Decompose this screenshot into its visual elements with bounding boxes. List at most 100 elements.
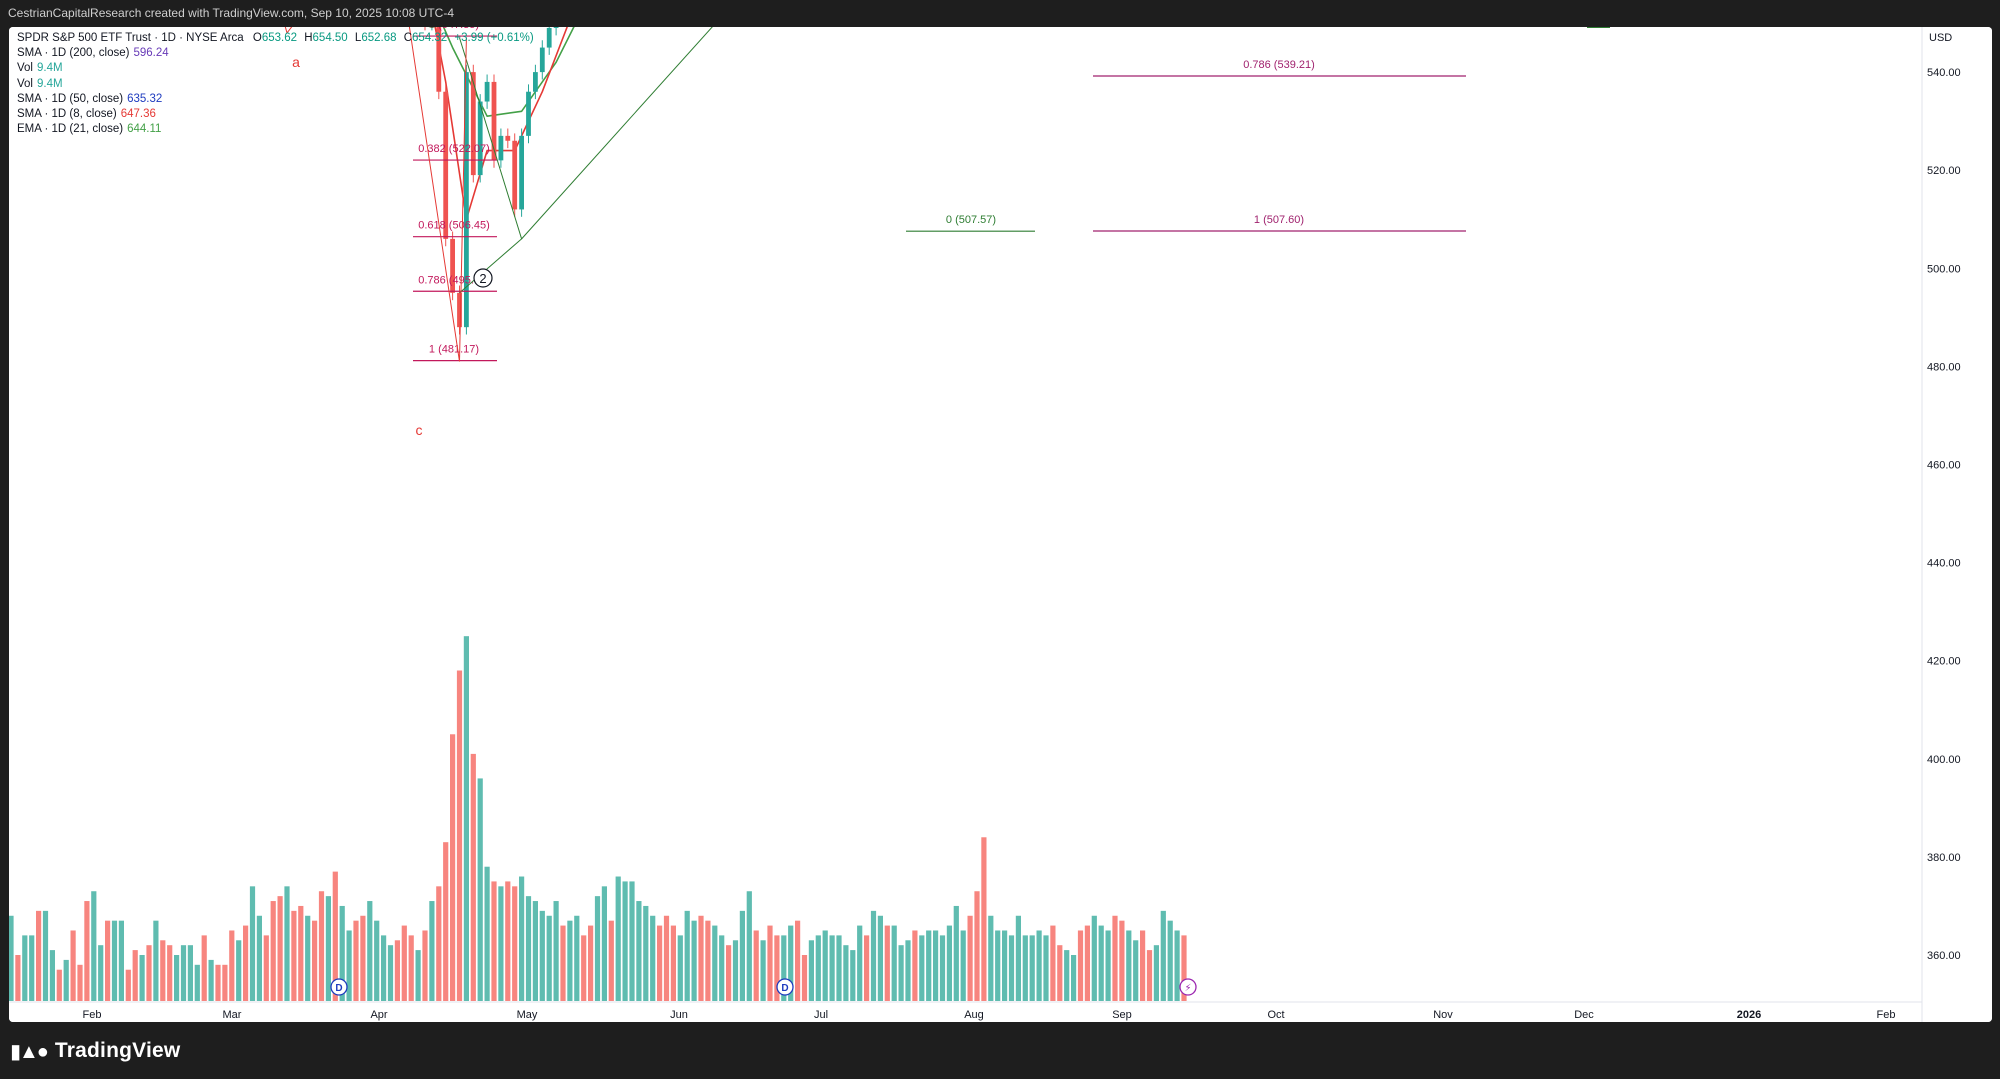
- indicator-label: SMA · 1D (50, close): [17, 92, 124, 105]
- volume-bar: [360, 915, 366, 1001]
- volume-bar: [588, 925, 594, 1001]
- volume-bar: [567, 920, 573, 1001]
- fib-level-label: 1 (507.60): [1254, 214, 1304, 226]
- volume-bar: [1091, 915, 1097, 1001]
- event-marker-label: D: [781, 983, 788, 994]
- close-label: C: [403, 32, 413, 44]
- low-value: 652.68: [361, 32, 397, 44]
- candle-body: [533, 72, 538, 92]
- volume-bar: [995, 930, 1001, 1001]
- volume-bar: [1153, 945, 1159, 1001]
- x-tick-label: Jul: [814, 1009, 828, 1021]
- volume-bar: [1112, 915, 1118, 1001]
- volume-bar: [553, 901, 559, 1001]
- volume-bar: [574, 915, 580, 1001]
- volume-bar: [56, 969, 62, 1001]
- candle-body: [470, 72, 476, 176]
- candle-body: [553, 27, 559, 28]
- volume-bar: [187, 945, 193, 1001]
- fib-level-label: 0.382 (522.07): [418, 143, 490, 155]
- volume-bar: [270, 901, 276, 1001]
- indicator-sma200[interactable]: SMA · 1D (200, close) 596.24: [17, 46, 534, 61]
- indicator-vol-1[interactable]: Vol 9.4M: [17, 61, 534, 76]
- volume-bar: [981, 837, 987, 1001]
- x-tick-label: Jun: [670, 1009, 688, 1021]
- symbol-title[interactable]: SPDR S&P 500 ETF Trust · 1D · NYSE Arca: [17, 32, 244, 44]
- volume-bar: [650, 915, 656, 1001]
- volume-bar: [512, 886, 518, 1001]
- volume-bar: [519, 876, 525, 1001]
- x-tick-label: May: [517, 1009, 538, 1021]
- volume-bar: [1105, 930, 1111, 1001]
- x-tick-label: Oct: [1267, 1009, 1284, 1021]
- volume-bar: [470, 753, 476, 1001]
- volume-bar: [760, 940, 766, 1001]
- volume-bar: [498, 886, 504, 1001]
- volume-bar: [594, 896, 601, 1001]
- volume-bar: [105, 920, 111, 1001]
- chart-area[interactable]: USD 360.00 380.00 400.00 420.00 440.00 460.00 4…: [9, 27, 1992, 1022]
- change-value: +3.99 (+0.61%): [454, 32, 534, 44]
- indicator-sma50[interactable]: SMA · 1D (50, close) 635.32: [17, 92, 534, 107]
- volume-bar: [1160, 910, 1166, 1001]
- x-tick-label: Mar: [223, 1009, 242, 1021]
- volume-bar: [70, 930, 76, 1001]
- volume-bar: [539, 910, 545, 1001]
- event-marker-earnings: [1179, 978, 1197, 996]
- indicator-value: 9.4M: [37, 62, 63, 75]
- volume-bar: [891, 925, 897, 1001]
- volume-bar: [926, 930, 932, 1001]
- volume-bar: [1002, 930, 1008, 1001]
- volume-bar: [726, 945, 732, 1001]
- candle-body: [491, 81, 497, 161]
- volume-bar: [305, 915, 311, 1001]
- volume-bar: [484, 866, 490, 1001]
- volume-bar: [719, 935, 725, 1001]
- volume-bar: [1036, 930, 1042, 1001]
- volume-bar: [1050, 925, 1056, 1001]
- candle-body: [526, 91, 531, 136]
- volume-bar: [808, 940, 814, 1001]
- volume-bar: [705, 920, 711, 1001]
- volume-bar: [208, 959, 214, 1001]
- x-tick-label: 2026: [1737, 1009, 1761, 1021]
- volume-bar: [1043, 935, 1049, 1001]
- volume-bar: [284, 886, 290, 1001]
- indicator-vol-2[interactable]: Vol 9.4M: [17, 77, 534, 92]
- volume-bar: [657, 925, 663, 1001]
- volume-bar: [677, 935, 683, 1001]
- volume-bar: [795, 920, 801, 1001]
- volume-bar: [215, 964, 221, 1001]
- volume-bar: [698, 915, 704, 1001]
- y-tick-label: 540.00: [1927, 67, 1961, 79]
- volume-bar: [857, 925, 863, 1001]
- volume-bar: [408, 935, 414, 1001]
- price-chart[interactable]: USD 360.00 380.00 400.00 420.00 440.00 460.00 4…: [9, 27, 1992, 1022]
- volume-bar: [456, 670, 463, 1001]
- volume-bar: [332, 871, 338, 1001]
- tradingview-brand[interactable]: ▮▲● TradingView: [10, 1036, 180, 1066]
- y-tick-label: 380.00: [1927, 852, 1961, 864]
- volume-bar: [201, 935, 207, 1001]
- volume-bar: [525, 896, 532, 1001]
- volume-bar: [401, 925, 407, 1001]
- legend-header-row[interactable]: SPDR S&P 500 ETF Trust · 1D · NYSE Arca …: [17, 31, 534, 46]
- volume-bar: [160, 940, 166, 1001]
- publisher-credit: CestrianCapitalResearch created with Tra…: [8, 6, 455, 20]
- volume-bar: [367, 901, 373, 1001]
- indicator-ema21[interactable]: EMA · 1D (21, close) 644.11: [17, 122, 534, 137]
- indicator-sma8[interactable]: SMA · 1D (8, close) 647.36: [17, 107, 534, 122]
- plot-background: [9, 27, 1992, 1022]
- wave-label-c: c: [416, 422, 423, 438]
- candle-body: [539, 47, 545, 73]
- close-value: 654.32: [412, 32, 448, 44]
- volume-bar: [339, 905, 345, 1001]
- volume-bar: [429, 901, 435, 1001]
- fib-level-label: 0.786 (539.21): [1243, 59, 1315, 71]
- volume-bar: [1174, 930, 1180, 1001]
- volume-bar: [318, 891, 325, 1001]
- brand-name: TradingView: [54, 1039, 181, 1062]
- volume-bar: [194, 964, 200, 1001]
- volume-bar: [905, 940, 911, 1001]
- volume-bar: [829, 935, 835, 1001]
